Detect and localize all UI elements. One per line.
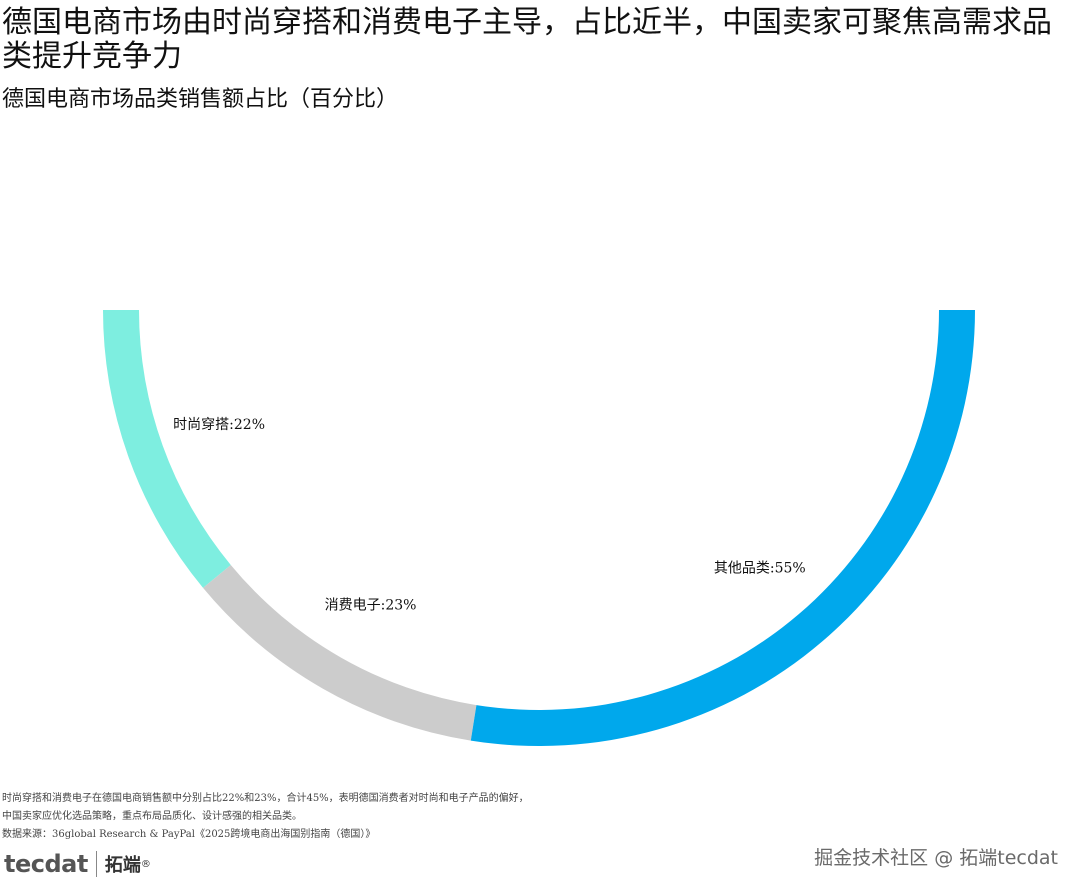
chart-title: 德国电商市场由时尚穿搭和消费电子主导，占比近半，中国卖家可聚焦高需求品类提升竞争…: [2, 5, 1052, 74]
slice-1: [103, 310, 231, 588]
footnote-line-1: 时尚穿搭和消费电子在德国电商销售额中分别占比22%和23%，合计45%，表明德国…: [2, 793, 529, 804]
footnote: 时尚穿搭和消费电子在德国电商销售额中分别占比22%和23%，合计45%，表明德国…: [2, 790, 529, 844]
watermark: 掘金技术社区 @ 拓端tecdat: [814, 847, 1058, 869]
registered-mark: ®: [140, 858, 151, 870]
footnote-source: 数据来源：36global Research & PayPal《2025跨境电商…: [2, 829, 376, 840]
logo-name: 拓端: [104, 855, 141, 876]
slice-label-3: 其他品类:55%: [714, 561, 806, 577]
chart-labels: 时尚穿搭:22% 消费电子:23% 其他品类:55%: [173, 417, 806, 613]
chart-subtitle: 德国电商市场品类销售额占比（百分比）: [2, 87, 399, 112]
slice-label-1: 时尚穿搭:22%: [173, 417, 265, 433]
chart-slices: [103, 310, 975, 746]
logo-mark: tecdat: [4, 850, 88, 878]
slice-label-2: 消费电子:23%: [325, 597, 417, 613]
brand-logo: tecdat 拓端 ®: [4, 845, 151, 883]
footnote-line-2: 中国卖家应优化选品策略，重点布局品质化、设计感强的相关品类。: [2, 811, 302, 822]
slice-2: [203, 564, 477, 741]
logo-divider: [95, 851, 97, 877]
slice-3: [470, 310, 975, 746]
